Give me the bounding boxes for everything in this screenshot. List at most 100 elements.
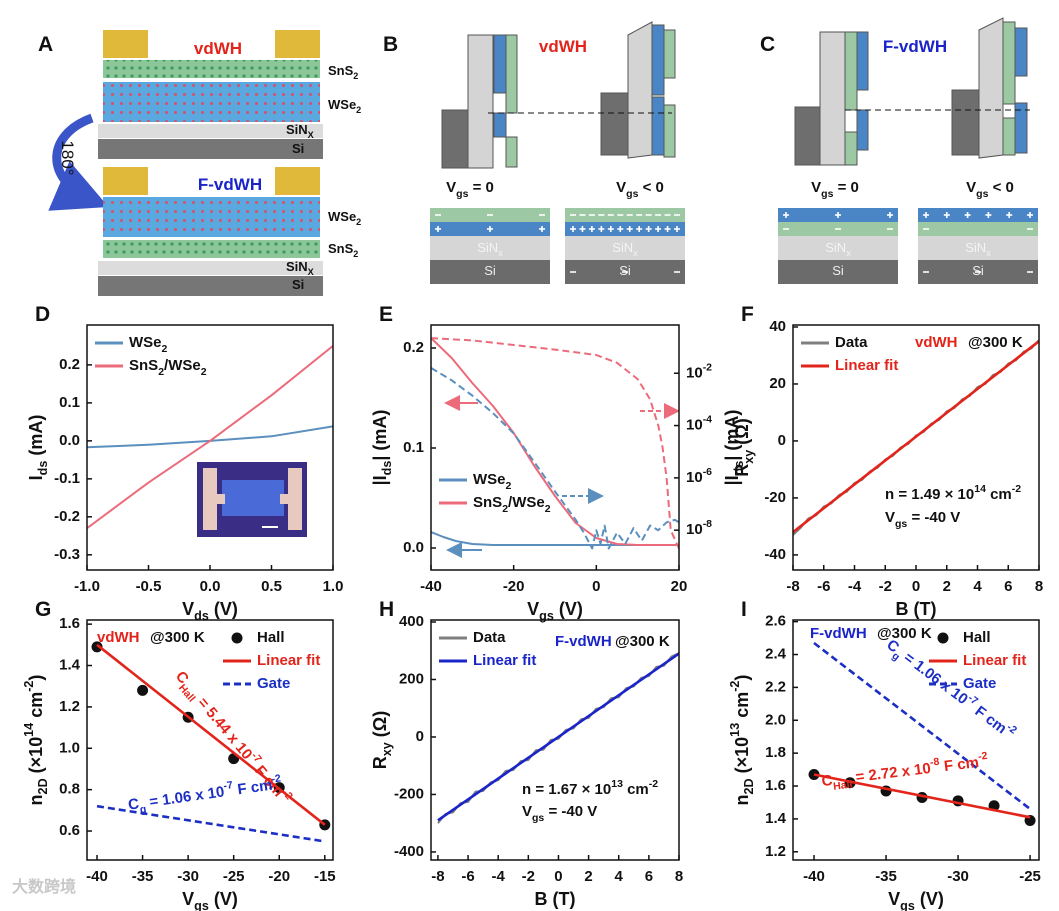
x-tick-label: -8 [431, 868, 444, 885]
plot-frame [86, 619, 334, 861]
y2-tick-label: 10-6 [686, 466, 712, 486]
point [91, 641, 103, 653]
structure-title: F-vdWH [198, 175, 262, 194]
legend-label: Hall [257, 629, 285, 646]
x-tick-label: -0.5 [136, 578, 162, 595]
layer [98, 276, 323, 296]
layer-label: SiNx [612, 240, 638, 258]
panel-letter: G [35, 598, 51, 621]
series-line [431, 337, 679, 546]
legend-label: WSe2 [473, 471, 512, 492]
band [663, 29, 676, 79]
series-line [813, 773, 1031, 819]
legend-label: Linear fit [257, 652, 320, 669]
band [600, 92, 629, 156]
watermark: 大数跨境 [12, 877, 76, 896]
y-tick-label: 40 [769, 318, 786, 335]
y-tick-label: -20 [764, 489, 786, 506]
y-tick-label: 1.0 [59, 739, 80, 756]
inset-image [197, 462, 307, 537]
y-tick-label: -400 [394, 843, 424, 860]
annotation: F-vdWH [555, 633, 612, 650]
y2-tick-label: 10-2 [686, 361, 712, 381]
layer [103, 197, 320, 237]
x-tick-label: 0 [554, 868, 562, 885]
inset-flake [222, 480, 284, 516]
state-label: Vgs < 0 [966, 179, 1014, 200]
y2-tick-label: 10-4 [686, 413, 712, 433]
y-tick-label: 1.6 [59, 615, 80, 632]
plot-area [793, 339, 1039, 536]
x-tick-label: -40 [420, 578, 442, 595]
layer [98, 261, 323, 275]
band [1002, 21, 1016, 105]
x-axis-label: B (T) [896, 599, 937, 619]
layer [565, 222, 685, 236]
y-tick-label: 2.0 [765, 711, 786, 728]
series-line [437, 652, 679, 822]
device-stacks: SiNx Si SiNx Si SiNx Si SiNx Si [430, 208, 1038, 284]
x-tick-label: 0.5 [261, 578, 282, 595]
x-tick-label: 0.0 [200, 578, 221, 595]
plot-frame [792, 619, 1040, 861]
y-tick-label: 1.2 [765, 843, 786, 860]
band [651, 96, 665, 156]
series-line [87, 425, 333, 449]
x-axis-label: Vgs (V) [182, 889, 238, 911]
panel-letter: B [383, 33, 398, 56]
x-tick-label: 1.0 [323, 578, 344, 595]
annotation: n = 1.67 × 1013 cm-2 [522, 778, 658, 798]
structure-title: vdWH [539, 37, 587, 56]
inset-pad [217, 494, 225, 504]
legend-label: Linear fit [963, 652, 1026, 669]
legend-label: Data [473, 629, 506, 646]
state-label: Vgs = 0 [446, 179, 494, 200]
layer-label: Si [484, 263, 496, 278]
band [651, 24, 665, 96]
y-tick-label: 0.1 [403, 439, 424, 456]
layer [430, 260, 550, 284]
inset-pad [288, 468, 302, 530]
layer-label: SiNX [286, 259, 314, 277]
series-line [813, 641, 1031, 811]
panel-letter: F [741, 303, 754, 326]
y-tick-label: 0.0 [59, 432, 80, 449]
state-label: Vgs = 0 [811, 179, 859, 200]
plot-frame [86, 324, 334, 571]
y-axis-label: Rxy (Ω) [370, 711, 395, 769]
legend-label: Hall [963, 629, 991, 646]
x-tick-label: -30 [177, 868, 199, 885]
layer-label: SiNx [825, 240, 851, 258]
layer [918, 208, 1038, 222]
series-line [431, 531, 679, 546]
y-tick-label: 1.4 [59, 656, 81, 673]
layer [103, 240, 320, 258]
y-axis-label: Rxy (Ω) [732, 418, 757, 476]
layer-label: Si [292, 277, 304, 292]
y-tick-label: 0 [416, 728, 424, 745]
layer-label: Si [292, 141, 304, 156]
layer-label: Si [619, 263, 631, 278]
plot-area [808, 641, 1036, 827]
band [1014, 102, 1028, 154]
x-tick-label: 4 [973, 578, 982, 595]
structure-title: vdWH [194, 39, 242, 58]
x-tick-label: -35 [875, 868, 897, 885]
series-line [87, 345, 333, 530]
layer-label: SnS2 [328, 241, 358, 259]
layer [778, 236, 898, 260]
band [819, 31, 846, 166]
y-tick-label: 200 [399, 670, 424, 687]
layer [918, 222, 1038, 236]
y-tick-label: 0.0 [403, 539, 424, 556]
x-tick-label: -20 [268, 868, 290, 885]
layer [778, 260, 898, 284]
y2-tick-label: 10-8 [686, 518, 712, 538]
x-tick-label: 6 [1004, 578, 1012, 595]
legend-label: SnS2/WSe2 [473, 494, 551, 515]
band [951, 89, 980, 156]
series-line [431, 337, 679, 549]
layer-label: Si [972, 263, 984, 278]
x-tick-label: 2 [943, 578, 951, 595]
contact [103, 167, 148, 195]
